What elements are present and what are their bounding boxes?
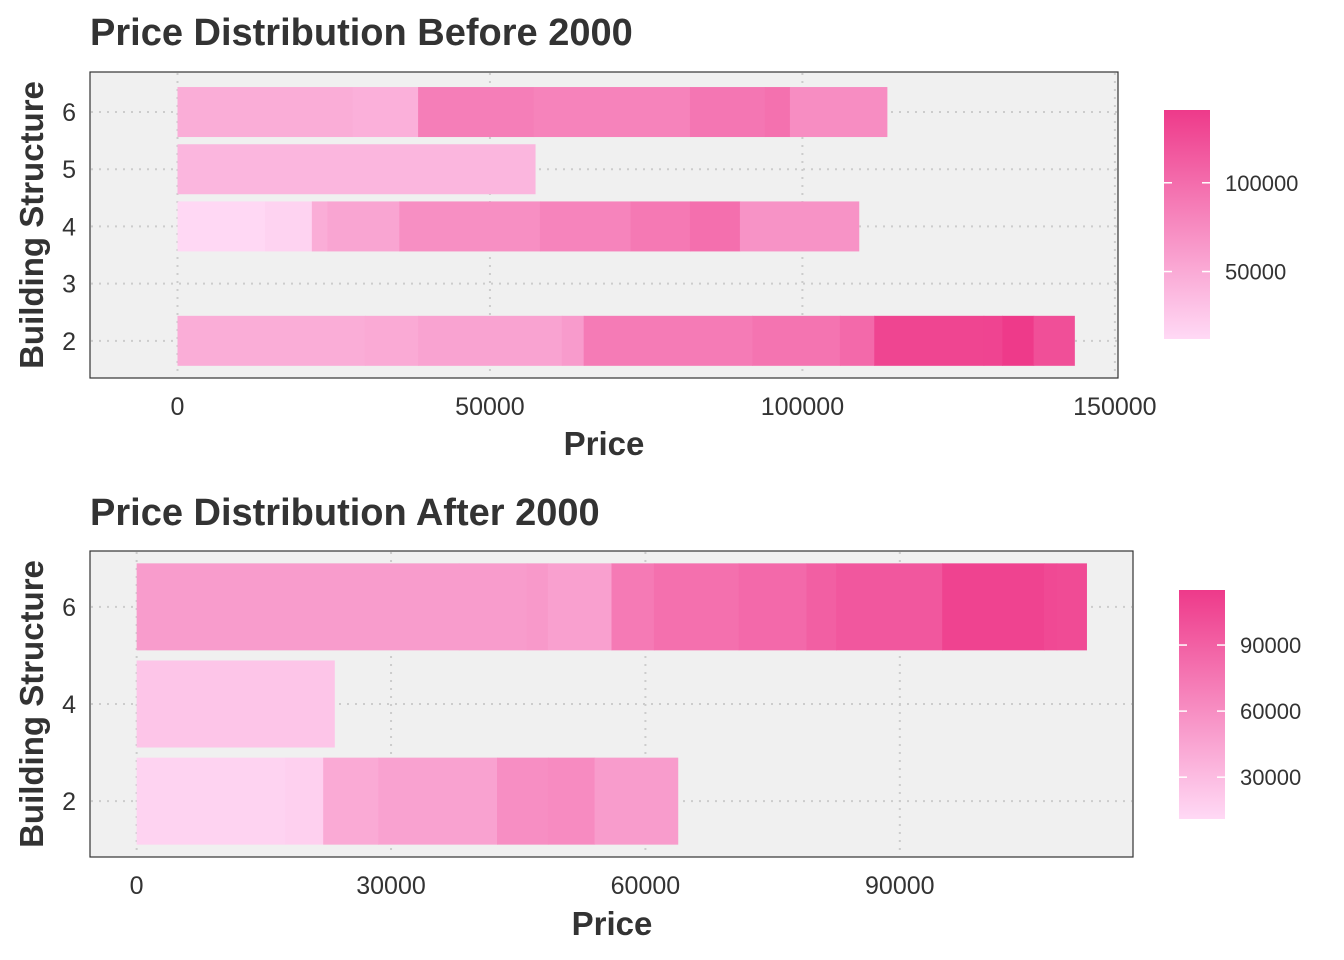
legend-tick-labels: 50000 100000 <box>1164 171 1298 285</box>
bar-segment <box>418 315 563 366</box>
bar-segment <box>547 757 596 845</box>
bar-segment <box>526 563 549 651</box>
bar-segment <box>418 87 535 138</box>
y-axis-title: Building Structure <box>13 81 50 369</box>
bar-segment <box>378 757 498 845</box>
color-legend: 30000 60000 90000 <box>1179 590 1301 819</box>
y-tick-label: 4 <box>62 691 76 719</box>
bar-segment <box>752 315 841 366</box>
y-tick-label: 2 <box>62 788 76 816</box>
bar-segment <box>136 757 286 845</box>
y-tick-label: 3 <box>62 271 76 299</box>
x-tick-label: 50000 <box>455 393 525 421</box>
x-tick-label: 0 <box>171 393 185 421</box>
bar-segment <box>1002 315 1035 366</box>
bar-segment <box>177 87 354 138</box>
bar-segment <box>806 563 837 651</box>
y-tick-label: 4 <box>62 213 76 241</box>
x-axis-title: Price <box>572 905 653 942</box>
bar-segment <box>264 201 313 252</box>
bar-segment <box>689 201 741 252</box>
bar-segment <box>327 201 400 252</box>
bar-segment <box>630 201 691 252</box>
color-gradient-bar <box>1164 110 1210 339</box>
y-tick-label: 6 <box>62 99 76 127</box>
bar-segment <box>983 315 1003 366</box>
bar-segment <box>177 144 536 195</box>
bar-segment <box>839 315 875 366</box>
y-tick-labels: 2 4 6 <box>62 594 76 816</box>
bar-segment <box>764 87 791 138</box>
bar-segment <box>1033 315 1075 366</box>
bar-segment <box>323 757 379 845</box>
bar-segment <box>352 87 419 138</box>
bar-segment <box>1043 563 1058 651</box>
bar-segment <box>539 201 632 252</box>
bar-segment <box>583 315 754 366</box>
bar-segment <box>136 563 460 651</box>
bar-segment <box>364 315 419 366</box>
bar-segment <box>738 563 808 651</box>
bar-segment <box>653 563 740 651</box>
bars <box>136 563 1087 845</box>
bar-segment <box>836 563 943 651</box>
bar-segment <box>1056 563 1087 651</box>
x-tick-label: 100000 <box>761 393 844 421</box>
bar-segment <box>739 201 860 252</box>
bar-segment <box>689 87 766 138</box>
x-tick-label: 90000 <box>865 872 935 900</box>
chart-before-2000: Price Distribution Before 2000 0 50000 100… <box>13 12 1298 462</box>
x-tick-label: 150000 <box>1073 393 1156 421</box>
y-axis-title: Building Structure <box>13 560 50 848</box>
bar-segment <box>611 563 655 651</box>
legend-tick-label: 90000 <box>1240 633 1301 658</box>
legend-tick-label: 100000 <box>1225 171 1298 196</box>
chart-title: Price Distribution After 2000 <box>90 492 600 534</box>
bar-segment <box>533 87 691 138</box>
x-tick-label: 30000 <box>356 872 426 900</box>
bars <box>177 87 1075 366</box>
chart-after-2000: Price Distribution After 2000 0 30000 6000… <box>13 492 1301 942</box>
bar-segment <box>561 315 585 366</box>
bar-segment <box>497 757 549 845</box>
bar-segment <box>136 660 335 748</box>
legend-tick-label: 50000 <box>1225 260 1286 285</box>
bar-segment <box>789 87 888 138</box>
bar-segment <box>874 315 985 366</box>
bar-segment <box>547 563 613 651</box>
color-gradient-bar <box>1179 590 1225 819</box>
y-tick-labels: 2 3 4 5 6 <box>62 99 76 356</box>
bar-segment <box>458 563 528 651</box>
bar-segment <box>177 315 366 366</box>
y-tick-label: 2 <box>62 328 76 356</box>
legend-tick-label: 30000 <box>1240 765 1301 790</box>
x-tick-labels: 0 50000 100000 150000 <box>171 393 1157 421</box>
bar-segment <box>285 757 324 845</box>
bar-segment <box>594 757 679 845</box>
bar-segment <box>942 563 1045 651</box>
y-tick-label: 6 <box>62 594 76 622</box>
x-tick-labels: 0 30000 60000 90000 <box>130 872 935 900</box>
x-axis-title: Price <box>564 425 645 462</box>
bar-segment <box>311 201 329 252</box>
bar-segment <box>399 201 541 252</box>
x-tick-label: 60000 <box>611 872 681 900</box>
y-tick-label: 5 <box>62 156 76 184</box>
legend-tick-labels: 30000 60000 90000 <box>1179 633 1301 790</box>
bar-segment <box>177 201 266 252</box>
legend-tick-label: 60000 <box>1240 699 1301 724</box>
chart-title: Price Distribution Before 2000 <box>90 12 633 54</box>
color-legend: 50000 100000 <box>1164 110 1298 339</box>
x-tick-label: 0 <box>130 872 144 900</box>
